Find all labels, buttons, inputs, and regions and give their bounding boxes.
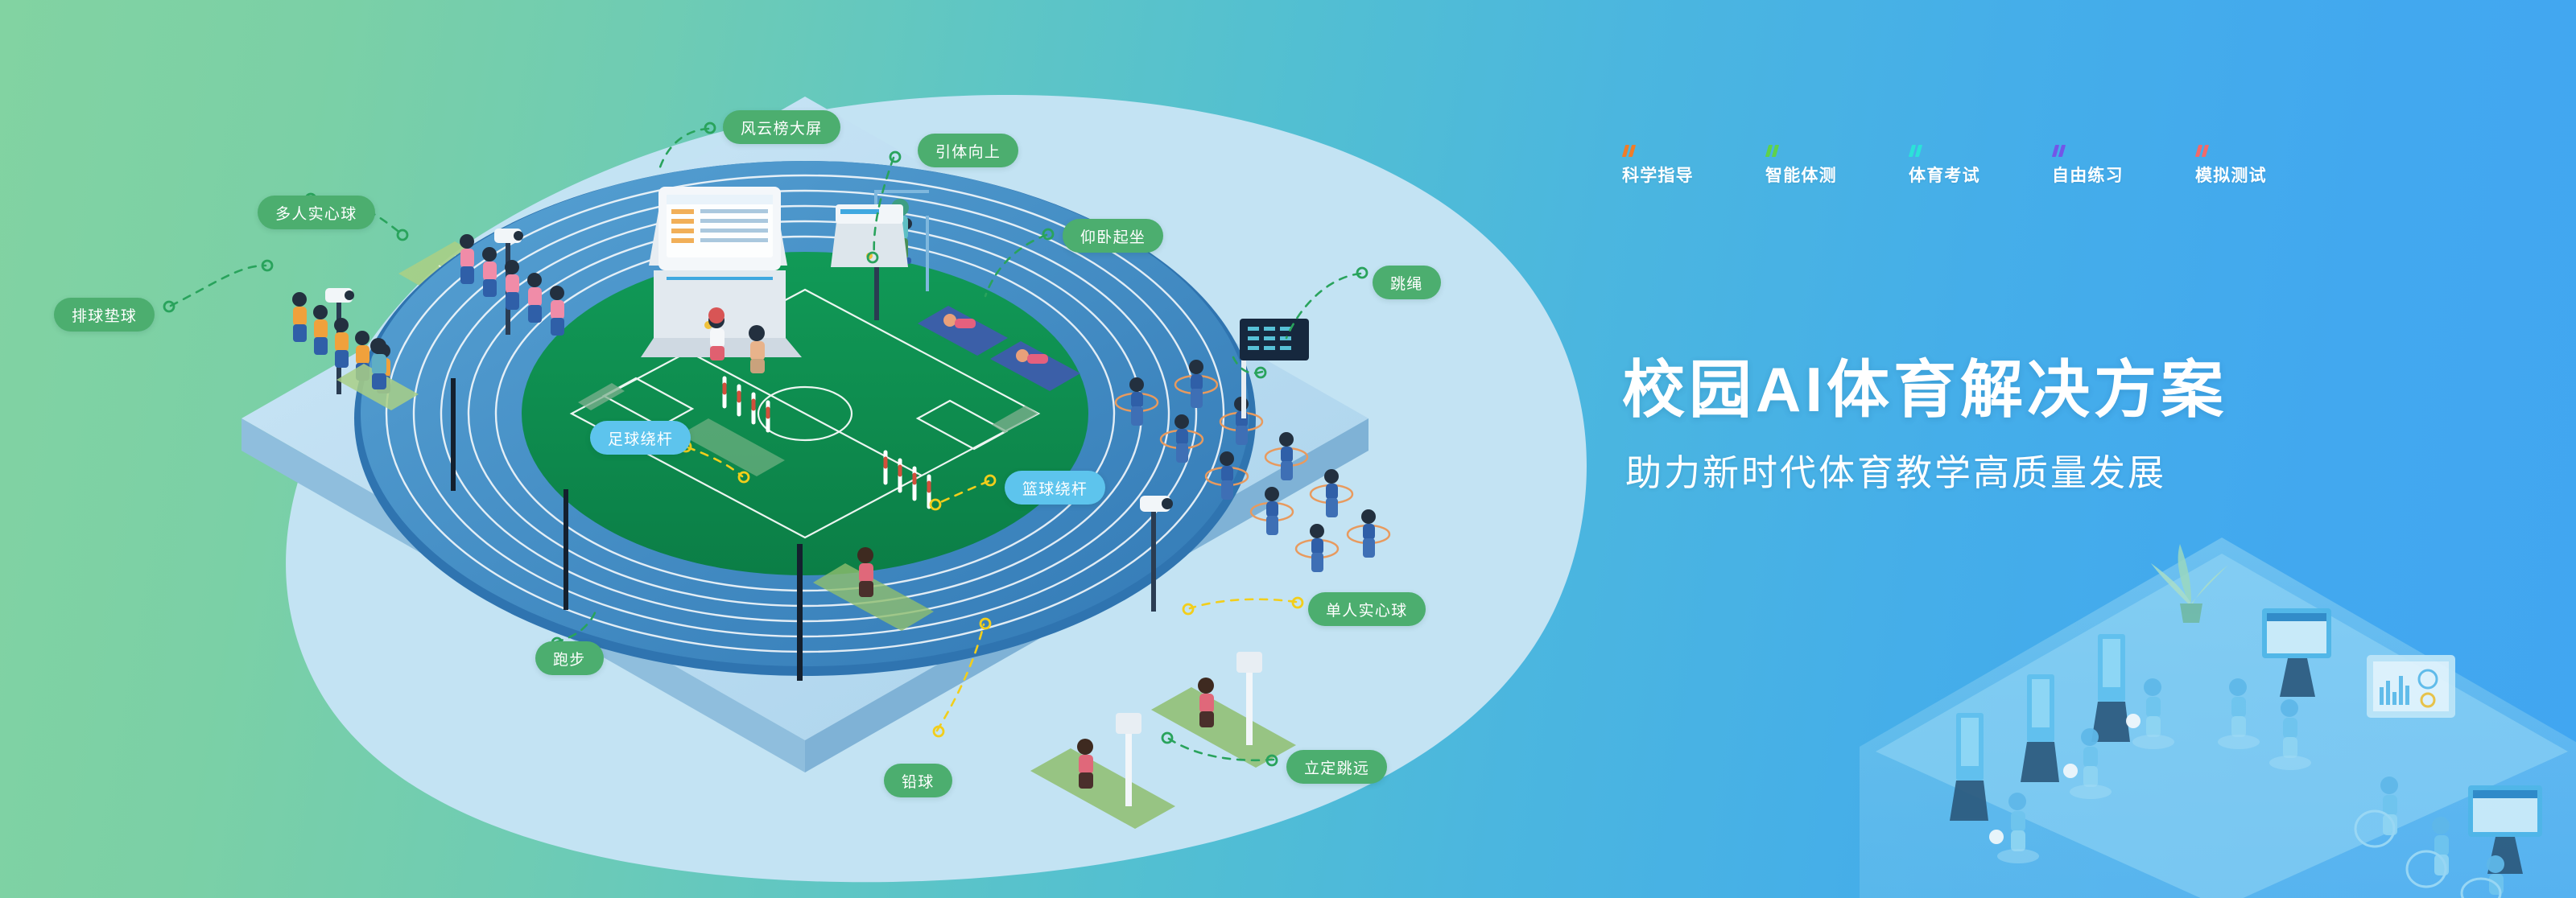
situp-mats <box>918 306 1080 391</box>
callout-pill-8[interactable]: 篮球绕杆 <box>1005 471 1106 505</box>
potted-plant <box>2151 544 2228 623</box>
basketball-slalom-poles <box>883 450 931 509</box>
feature-tag-1[interactable]: 科学指导 <box>1621 145 1765 187</box>
feature-tag-5[interactable]: 模拟测试 <box>2194 145 2339 187</box>
callout-pill-5[interactable]: 仰卧起坐 <box>1063 219 1164 253</box>
athlete-volleyball <box>336 338 419 410</box>
callout-pill-12[interactable]: 立定跳远 <box>1286 750 1388 784</box>
feature-tag-label: 自由练习 <box>2052 167 2124 185</box>
connector-lines <box>169 127 1362 762</box>
football-slalom-poles <box>680 376 785 476</box>
double-slash-icon <box>1621 145 1637 157</box>
callout-pill-2[interactable]: 多人实心球 <box>258 196 375 229</box>
indoor-ai-gym-illustration <box>1860 538 2576 898</box>
long-jump-stations <box>1030 652 1296 829</box>
feature-tag-label: 科学指导 <box>1622 167 1694 185</box>
page-subtitle: 助力新时代体育教学高质量发展 <box>1625 452 2167 493</box>
hero-copy: 科学指导 智能体测 体育考试 自由练习 模拟测试 校园AI体育解决方案 助力新时代体育教… <box>1621 145 2427 523</box>
gym-figures <box>1989 678 2504 898</box>
double-slash-icon <box>1765 145 1780 157</box>
callout-pill-4[interactable]: 引体向上 <box>918 134 1019 167</box>
athlete-longjump-2 <box>1077 739 1093 789</box>
feature-tag-3[interactable]: 体育考试 <box>1908 145 2052 187</box>
feature-tag-2[interactable]: 智能体测 <box>1765 145 1909 187</box>
athlete-longjump-1 <box>1198 678 1214 727</box>
track-runners <box>708 307 765 373</box>
callout-pill-9[interactable]: 单人实心球 <box>1308 592 1426 626</box>
group-exercise-rows <box>292 234 564 393</box>
callout-pill-1[interactable]: 排球垫球 <box>54 298 155 332</box>
goal-nets <box>578 383 1038 433</box>
feature-tag-label: 智能体测 <box>1765 167 1837 185</box>
callout-pill-3[interactable]: 风云榜大屏 <box>723 110 840 144</box>
isometric-field-svg <box>163 97 1391 829</box>
sports-field-illustration <box>163 97 1391 829</box>
callout-pill-6[interactable]: 跳绳 <box>1373 266 1441 299</box>
gym-kiosks-left <box>1950 634 2130 821</box>
athlete-situp-1 <box>943 314 976 328</box>
callout-pill-7[interactable]: 足球绕杆 <box>590 421 691 455</box>
jumprope-formation <box>1114 319 1391 572</box>
equipment-kiosk <box>831 204 908 267</box>
athlete-situp-2 <box>1016 349 1048 364</box>
callout-pill-11[interactable]: 铅球 <box>884 764 952 797</box>
feature-tag-label: 体育考试 <box>1909 167 1980 185</box>
double-slash-icon <box>2051 145 2066 157</box>
double-slash-icon <box>1908 145 1923 157</box>
feature-tag-label: 模拟测试 <box>2195 167 2267 185</box>
page-title: 校园AI体育解决方案 <box>1622 354 2228 425</box>
feature-tag-list: 科学指导 智能体测 体育考试 自由练习 模拟测试 <box>1621 145 2347 187</box>
feature-tag-4[interactable]: 自由练习 <box>2051 145 2195 187</box>
callout-pill-10[interactable]: 跑步 <box>535 641 604 675</box>
athlete-shotput <box>813 547 934 631</box>
jumprope-athletes <box>1129 360 1376 572</box>
double-slash-icon <box>2194 145 2210 157</box>
